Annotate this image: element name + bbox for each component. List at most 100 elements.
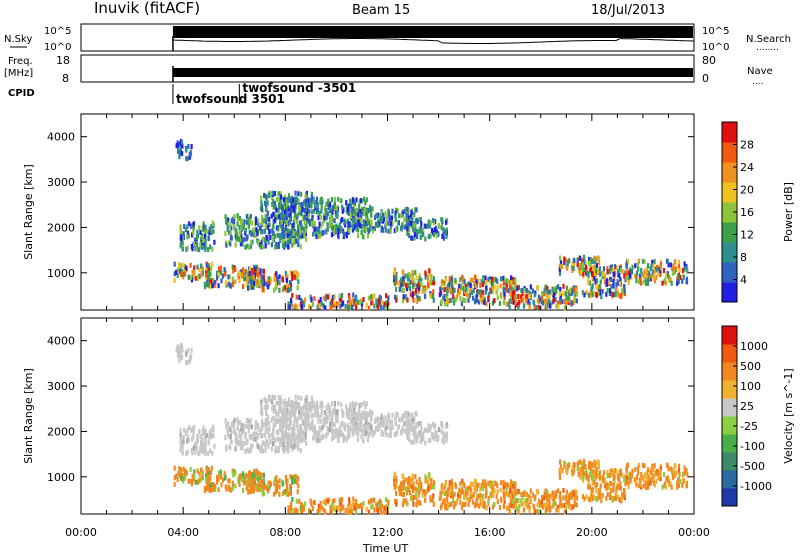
power-cell bbox=[302, 226, 305, 232]
power-cell bbox=[424, 223, 427, 229]
power-cell bbox=[201, 266, 204, 272]
power-cell bbox=[321, 229, 324, 235]
velocity-cell bbox=[429, 437, 432, 443]
power-cell bbox=[412, 214, 415, 220]
velocity-cell bbox=[227, 434, 231, 439]
velocity-cell bbox=[560, 503, 563, 509]
power-cell bbox=[334, 303, 337, 309]
power-cell bbox=[283, 285, 287, 290]
velocity-cell bbox=[300, 427, 303, 432]
velocity-cell bbox=[203, 437, 206, 443]
velocity-cell bbox=[492, 492, 495, 498]
velocity-cell bbox=[245, 423, 248, 429]
power-cell bbox=[235, 236, 238, 242]
power-cell bbox=[516, 285, 519, 291]
power-cell bbox=[220, 270, 223, 276]
velocity-cell bbox=[185, 450, 188, 456]
velocity-cell bbox=[209, 483, 212, 489]
velocity-cell bbox=[636, 474, 639, 480]
power-colorbar-swatch bbox=[722, 182, 737, 203]
velocity-cell bbox=[387, 499, 390, 505]
power-cell bbox=[203, 224, 206, 230]
velocity-cell bbox=[284, 446, 287, 452]
velocity-cell bbox=[256, 435, 259, 441]
power-cell bbox=[232, 268, 235, 274]
velocity-cell bbox=[200, 441, 203, 447]
power-cell bbox=[443, 287, 446, 293]
velocity-cell bbox=[482, 479, 485, 485]
power-cell bbox=[411, 269, 414, 275]
power-cell bbox=[389, 228, 392, 234]
power-cell bbox=[396, 208, 399, 214]
velocity-cell bbox=[361, 414, 364, 420]
power-cell bbox=[306, 218, 309, 224]
power-cell bbox=[447, 298, 450, 304]
power-cell bbox=[315, 234, 318, 240]
velocity-cell bbox=[642, 483, 645, 489]
velocity-cell bbox=[202, 425, 205, 431]
power-cell bbox=[505, 282, 508, 288]
power-cell bbox=[244, 272, 247, 278]
power-cell bbox=[420, 221, 423, 227]
power-cell bbox=[354, 211, 357, 217]
velocity-cell bbox=[283, 398, 286, 404]
power-cell bbox=[568, 295, 571, 301]
power-cell bbox=[395, 274, 398, 280]
power-cell bbox=[270, 242, 273, 248]
power-cell bbox=[557, 284, 560, 290]
power-cell bbox=[642, 273, 645, 279]
power-cell bbox=[498, 301, 501, 306]
velocity-cell bbox=[319, 403, 322, 409]
power-cell bbox=[263, 228, 267, 234]
velocity-cell bbox=[417, 493, 420, 499]
power-cell bbox=[292, 231, 295, 236]
velocity-cell bbox=[479, 494, 482, 500]
velocity-cell bbox=[201, 475, 204, 481]
velocity-cell bbox=[279, 395, 282, 401]
power-cell bbox=[366, 233, 369, 239]
velocity-cell bbox=[540, 499, 544, 505]
power-cell bbox=[261, 287, 264, 293]
velocity-cell bbox=[306, 419, 309, 425]
power-cell bbox=[212, 277, 215, 283]
velocity-cell bbox=[304, 432, 307, 438]
power-cell bbox=[340, 198, 343, 204]
velocity-cell bbox=[355, 430, 358, 436]
power-cell bbox=[511, 295, 515, 300]
power-cell bbox=[231, 282, 234, 288]
velocity-cell bbox=[308, 406, 312, 412]
velocity-cell bbox=[196, 468, 199, 474]
velocity-cell bbox=[186, 438, 189, 444]
velocity-cell bbox=[203, 428, 206, 434]
velocity-cell bbox=[320, 407, 323, 413]
velocity-cell bbox=[642, 477, 645, 483]
power-cell bbox=[510, 280, 513, 286]
velocity-cell bbox=[231, 480, 234, 486]
velocity-cell bbox=[545, 507, 548, 513]
power-cell bbox=[265, 200, 268, 206]
power-cell bbox=[236, 213, 239, 219]
velocity-cell bbox=[329, 509, 332, 515]
power-cell bbox=[338, 227, 342, 233]
power-cell bbox=[261, 244, 265, 250]
velocity-cell bbox=[266, 404, 269, 410]
velocity-cell bbox=[445, 423, 448, 429]
freq-panel-frame bbox=[80, 54, 695, 83]
power-cell bbox=[337, 232, 340, 238]
velocity-cell bbox=[414, 422, 417, 428]
velocity-cell bbox=[264, 447, 267, 453]
velocity-cell bbox=[255, 424, 258, 430]
velocity-cell bbox=[599, 490, 602, 496]
power-cell bbox=[405, 217, 408, 223]
velocity-cell bbox=[502, 484, 505, 490]
velocity-cell bbox=[548, 499, 551, 504]
velocity-cell bbox=[225, 446, 228, 452]
velocity-cell bbox=[556, 504, 560, 510]
power-cell bbox=[280, 219, 283, 225]
power-cell bbox=[271, 201, 274, 207]
velocity-cell bbox=[304, 435, 307, 441]
velocity-cell bbox=[468, 485, 471, 491]
power-cell bbox=[417, 282, 420, 288]
power-cell bbox=[615, 282, 618, 288]
power-cell bbox=[441, 283, 444, 289]
